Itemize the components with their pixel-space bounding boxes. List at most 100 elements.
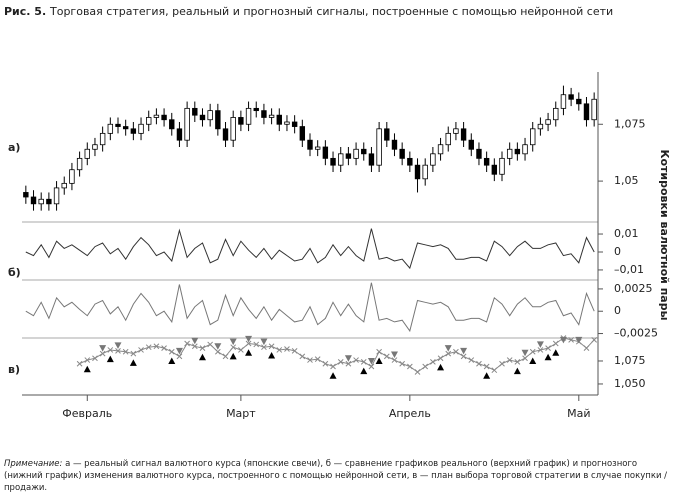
cross-marker bbox=[261, 344, 267, 351]
cross-marker bbox=[245, 340, 252, 347]
cross-marker bbox=[460, 353, 467, 360]
cross-marker bbox=[168, 348, 175, 355]
sell-marker bbox=[521, 349, 529, 357]
candle-body bbox=[476, 148, 482, 159]
sell-marker bbox=[575, 336, 583, 344]
sell-marker bbox=[175, 347, 183, 355]
candle-body bbox=[322, 146, 329, 159]
sell-marker bbox=[444, 345, 452, 352]
cross-marker bbox=[506, 357, 513, 363]
cross-marker bbox=[222, 353, 229, 360]
cross-marker bbox=[430, 359, 436, 365]
candle-body bbox=[591, 98, 597, 121]
candle-body bbox=[138, 123, 144, 134]
x-tick-label: Май bbox=[567, 407, 590, 420]
cross-marker bbox=[145, 344, 152, 351]
cross-marker bbox=[191, 343, 198, 350]
candle-body bbox=[115, 123, 121, 127]
cross-marker bbox=[199, 345, 206, 351]
cross-marker bbox=[345, 360, 352, 367]
candle-body bbox=[276, 114, 282, 125]
candle-body bbox=[176, 128, 183, 141]
cross-marker bbox=[92, 355, 98, 362]
candle-body bbox=[530, 128, 536, 146]
cross-marker bbox=[529, 348, 536, 355]
y-tick-label: 0,01 bbox=[614, 227, 639, 240]
candle-body bbox=[222, 128, 229, 141]
sell-marker bbox=[99, 345, 107, 352]
candle-body bbox=[314, 146, 321, 150]
buy-marker bbox=[329, 372, 337, 379]
sell-marker bbox=[536, 341, 544, 348]
buy-marker bbox=[245, 349, 253, 356]
candle-body bbox=[107, 123, 114, 134]
buy-marker bbox=[483, 372, 491, 379]
candle-body bbox=[53, 187, 60, 205]
cross-marker bbox=[552, 340, 559, 347]
line-series bbox=[25, 228, 595, 270]
cross-marker bbox=[84, 357, 91, 363]
candle-body bbox=[192, 107, 198, 116]
buy-marker bbox=[198, 353, 206, 361]
candle-body bbox=[307, 139, 313, 150]
cross-marker bbox=[376, 348, 382, 355]
cross-marker bbox=[445, 350, 452, 357]
cross-marker bbox=[322, 360, 329, 367]
note-text: а — реальный сигнал валютного курса (япо… bbox=[4, 459, 668, 493]
candle-body bbox=[376, 128, 382, 166]
candle-body bbox=[353, 148, 359, 159]
candle-body bbox=[414, 164, 421, 180]
cross-marker bbox=[568, 336, 574, 343]
candle-body bbox=[153, 114, 160, 118]
candle-body bbox=[261, 110, 267, 118]
candle-body bbox=[407, 157, 413, 166]
cross-marker bbox=[299, 353, 306, 360]
buy-marker bbox=[83, 365, 91, 373]
note: Примечание: а — реальный сигнал валютног… bbox=[4, 458, 676, 494]
candle-body bbox=[361, 148, 367, 155]
buy-marker bbox=[513, 367, 521, 375]
cross-marker bbox=[238, 347, 244, 353]
candle-body bbox=[238, 117, 244, 125]
buy-marker bbox=[168, 357, 176, 364]
cross-marker bbox=[545, 345, 551, 351]
candle-body bbox=[422, 164, 428, 180]
candle-body bbox=[445, 132, 451, 146]
candle-body bbox=[338, 153, 344, 166]
candle-body bbox=[553, 107, 559, 121]
candle-body bbox=[146, 117, 152, 125]
sell-marker bbox=[214, 343, 222, 350]
x-tick-label: Апрель bbox=[389, 407, 431, 420]
buy-marker bbox=[375, 357, 383, 364]
y-tick-label: 0 bbox=[614, 245, 621, 258]
candle-body bbox=[560, 94, 567, 109]
figure-label: Рис. 5. bbox=[4, 5, 46, 18]
candle-body bbox=[199, 114, 206, 121]
y-tick-label: 1,075 bbox=[614, 117, 646, 130]
candle-body bbox=[453, 128, 459, 134]
candle-body bbox=[38, 198, 44, 205]
sell-marker bbox=[260, 338, 268, 346]
sell-marker bbox=[367, 357, 375, 365]
cross-marker bbox=[583, 345, 590, 351]
cross-marker bbox=[337, 359, 344, 365]
cross-marker bbox=[414, 369, 421, 375]
candle-body bbox=[345, 153, 352, 159]
cross-marker bbox=[353, 357, 359, 363]
candle-body bbox=[284, 121, 290, 125]
sell-marker bbox=[114, 342, 122, 349]
y-tick-label: 1,075 bbox=[614, 354, 646, 367]
candle-body bbox=[483, 157, 490, 166]
candle-body bbox=[545, 119, 551, 125]
candle-body bbox=[122, 126, 129, 130]
x-tick-label: Февраль bbox=[62, 407, 112, 420]
candle-body bbox=[522, 144, 528, 155]
candle-body bbox=[437, 144, 444, 155]
sell-marker bbox=[460, 347, 468, 355]
cross-marker bbox=[330, 363, 336, 370]
buy-marker bbox=[268, 351, 276, 359]
cross-marker bbox=[399, 360, 406, 367]
candle-body bbox=[576, 98, 582, 105]
cross-marker bbox=[291, 348, 298, 354]
candle-body bbox=[169, 119, 175, 130]
